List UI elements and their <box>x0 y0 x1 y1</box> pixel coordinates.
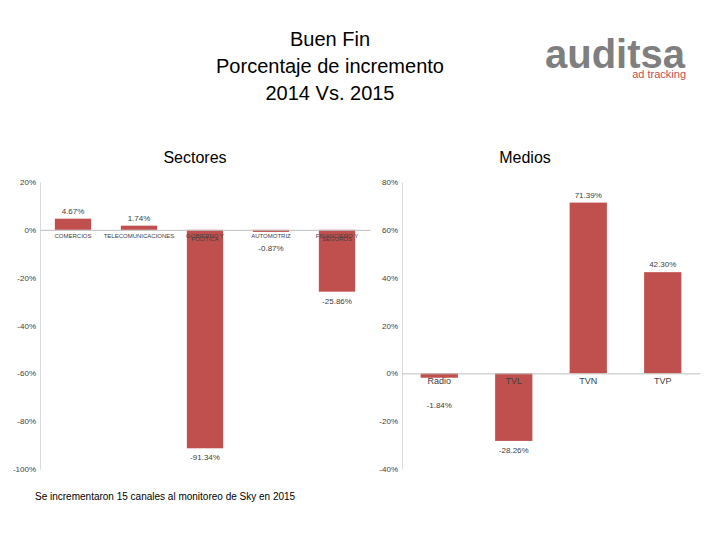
logo-tagline: ad tracking <box>632 68 686 80</box>
data-labels: 4.67% 1.74% -91.34% -0.87% -25.86% <box>62 207 352 463</box>
x-tick: TVL <box>505 373 522 385</box>
bar <box>55 219 91 230</box>
data-label: -1.84% <box>427 401 452 410</box>
y-tick: 20% <box>382 322 402 331</box>
data-label: 42.30% <box>649 260 676 269</box>
tick-label-line: TVN <box>579 376 597 386</box>
x-tick-label: AUTOMOTRIZ <box>251 233 291 239</box>
tick-label-line: AUTOMOTRIZ <box>251 233 291 239</box>
tick-label-line: TVL <box>505 376 522 386</box>
x-tick-label: TELECOMUNICACIONES <box>104 233 175 239</box>
bar <box>319 230 355 292</box>
x-tick: TVP <box>654 373 672 385</box>
y-tick: -20% <box>379 417 402 426</box>
y-tick-label: 20% <box>382 322 398 331</box>
x-tick: AUTOMOTRIZ <box>251 230 291 239</box>
x-tick-label: FINANCIERO YSEGUROS <box>316 233 359 242</box>
title: Porcentaje de incremento <box>216 55 444 77</box>
y-axis: 20% 0% -20% -40% -60% -80% -100% <box>13 178 41 474</box>
bar <box>570 203 607 374</box>
y-tick-label: 20% <box>20 178 36 187</box>
x-tick-label: TVP <box>654 376 672 386</box>
y-tick: 40% <box>382 274 402 283</box>
data-labels: -1.84% -28.26% 71.39% 42.30% <box>427 191 677 455</box>
chart-root: Buen Fin Porcentaje de incremento 2014 Vs.… <box>0 0 720 540</box>
chart-title: Medios <box>499 149 551 166</box>
bars <box>421 203 682 441</box>
y-tick-label: 0% <box>24 226 36 235</box>
y-axis-line <box>402 183 403 470</box>
bar <box>187 230 223 448</box>
y-tick: 80% <box>382 178 402 187</box>
y-tick-label: -60% <box>17 369 36 378</box>
x-tick: Radio <box>427 373 451 385</box>
title: 2014 Vs. 2015 <box>266 82 395 104</box>
y-tick-label: -20% <box>379 417 398 426</box>
y-tick: -20% <box>17 274 40 283</box>
x-tick-label: TVL <box>505 376 522 386</box>
x-axis: COMERCIOS TELECOMUNICACIONES GOBIERNO YPOL… <box>41 230 371 242</box>
y-tick: -60% <box>17 369 40 378</box>
y-tick: -40% <box>379 465 402 474</box>
y-tick-label: -40% <box>17 322 36 331</box>
bars <box>55 219 355 449</box>
y-tick-label: 80% <box>382 178 398 187</box>
data-label: 4.67% <box>62 207 85 216</box>
tick-label-line: POLITICA <box>191 236 218 242</box>
bar <box>644 272 681 373</box>
y-tick-label: -40% <box>379 465 398 474</box>
tick-label-line: SEGUROS <box>322 236 352 242</box>
x-tick-label: COMERCIOS <box>54 233 91 239</box>
x-tick: FINANCIERO YSEGUROS <box>316 230 359 242</box>
data-label: 1.74% <box>128 214 151 223</box>
title: Buen Fin <box>290 28 370 50</box>
bar <box>121 226 157 230</box>
tick-label-line: Radio <box>427 376 451 386</box>
footnote: Se incrementaron 15 canales al monitoreo… <box>35 491 296 502</box>
chart-panel: Sectores 20% 0% -20% -40% -60% -80% -100% COMERC… <box>13 149 371 474</box>
data-label: 71.39% <box>575 191 602 200</box>
x-tick: TELECOMUNICACIONES <box>104 230 175 239</box>
y-axis-line <box>40 183 41 470</box>
y-tick-label: -80% <box>17 417 36 426</box>
x-tick: GOBIERNO YPOLITICA <box>186 230 224 242</box>
tick-label-line: TVP <box>654 376 672 386</box>
y-tick: -100% <box>13 465 40 474</box>
y-tick-label: -20% <box>17 274 36 283</box>
x-axis-line <box>403 373 701 374</box>
x-tick-label: TVN <box>579 376 597 386</box>
x-tick-label: GOBIERNO YPOLITICA <box>186 233 224 242</box>
y-tick-label: 40% <box>382 274 398 283</box>
chart-svg: Buen Fin Porcentaje de incremento 2014 Vs.… <box>0 0 720 540</box>
y-tick: -80% <box>17 417 40 426</box>
x-tick: TVN <box>579 373 597 385</box>
y-tick: 20% <box>20 178 40 187</box>
tick-label-line: TELECOMUNICACIONES <box>104 233 175 239</box>
y-axis: 80% 60% 40% 20% 0% -20% -40% <box>379 178 402 474</box>
y-tick-label: 60% <box>382 226 398 235</box>
x-axis-line <box>41 230 371 231</box>
tick-label-line: COMERCIOS <box>54 233 91 239</box>
chart-panel: Medios 80% 60% 40% 20% 0% -20% -40% Radio TVL TVN T… <box>379 149 700 474</box>
y-tick: 60% <box>382 226 402 235</box>
bar <box>495 373 532 441</box>
y-tick: 0% <box>386 369 402 378</box>
y-tick-label: -100% <box>13 465 36 474</box>
x-tick: COMERCIOS <box>54 230 91 239</box>
data-label: -25.86% <box>322 297 352 306</box>
data-label: -28.26% <box>499 446 529 455</box>
chart-title: Sectores <box>163 149 226 166</box>
x-tick-label: Radio <box>427 376 451 386</box>
data-label: -0.87% <box>258 244 283 253</box>
y-tick: 0% <box>24 226 40 235</box>
y-tick: -40% <box>17 322 40 331</box>
data-label: -91.34% <box>190 453 220 462</box>
x-axis: Radio TVL TVN TVP <box>403 373 701 385</box>
y-tick-label: 0% <box>386 369 398 378</box>
